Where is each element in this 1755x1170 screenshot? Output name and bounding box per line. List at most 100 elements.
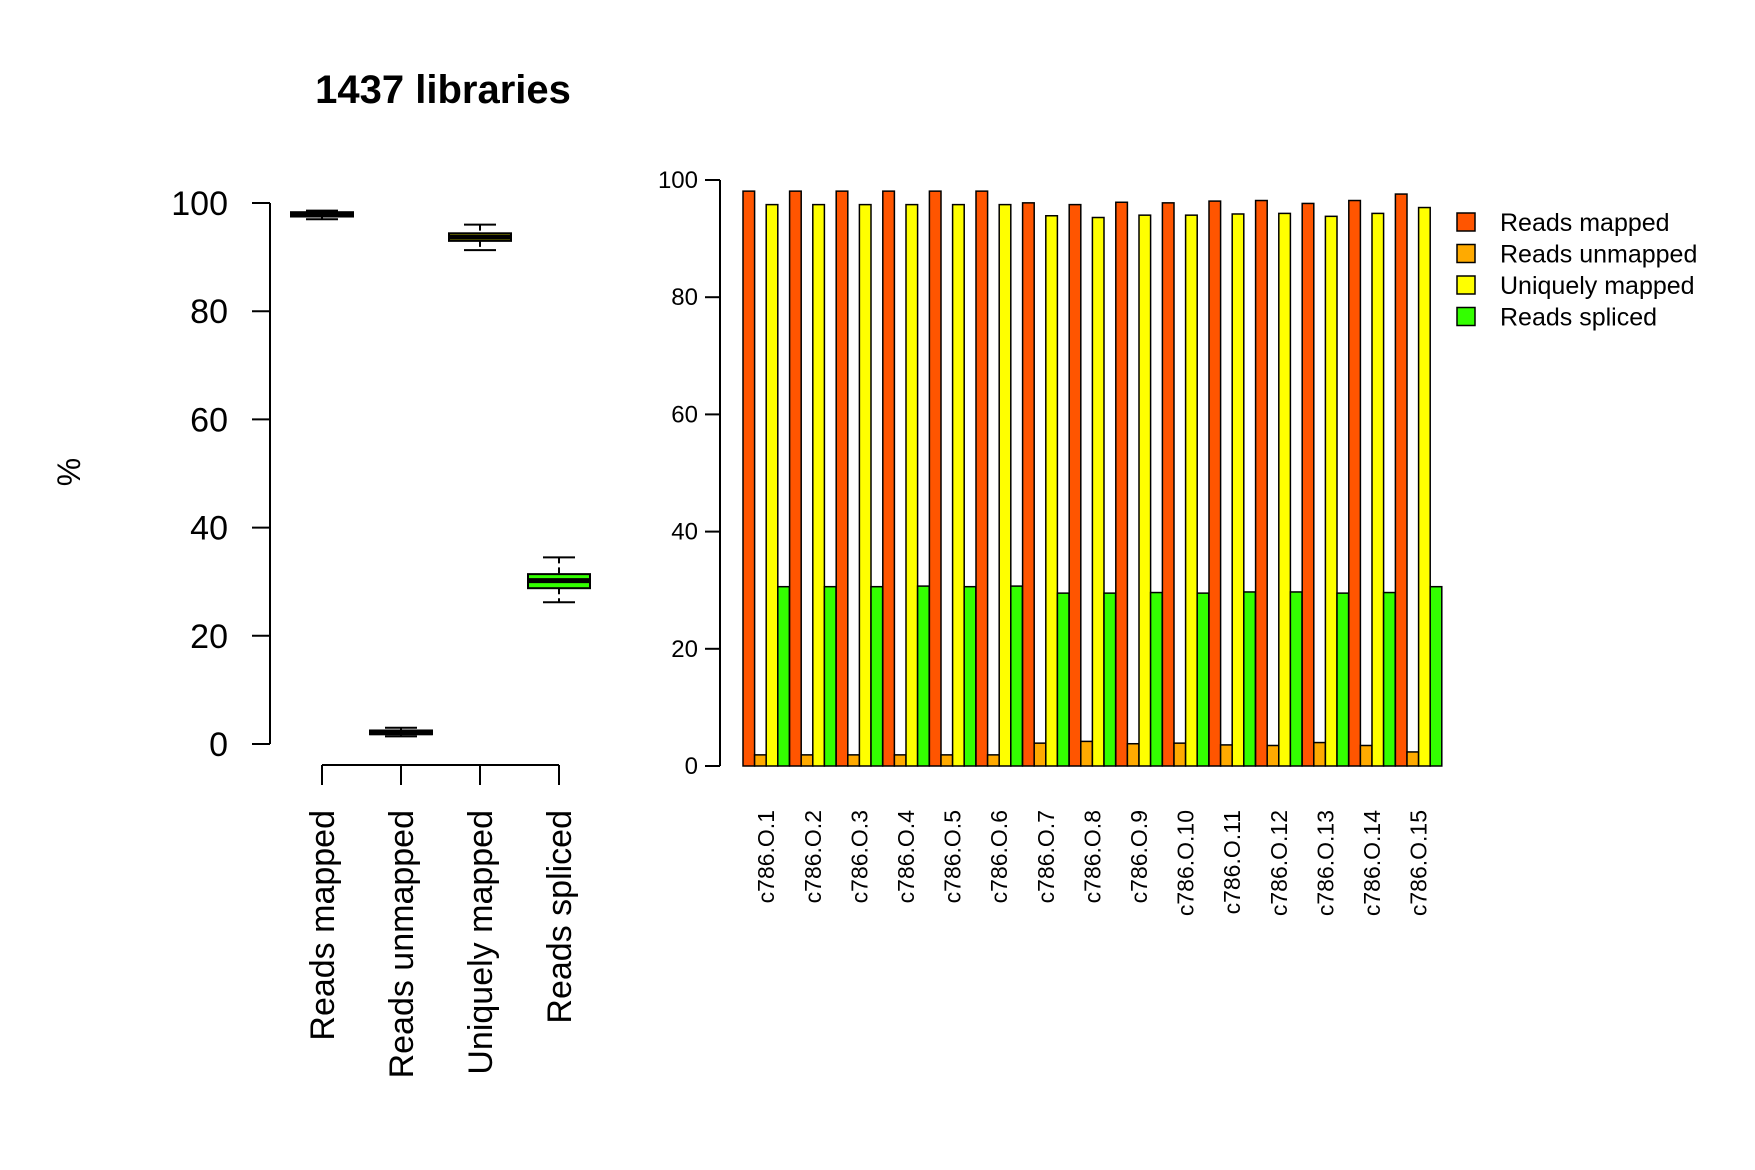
barchart-x-tick-label: c786.O.5 <box>940 810 966 903</box>
barchart-x-tick-label: c786.O.12 <box>1266 810 1292 916</box>
bar <box>1173 742 1187 767</box>
barchart-x-tick-label: c786.O.3 <box>846 810 872 903</box>
boxplot-y-tick-label: 0 <box>209 726 228 764</box>
bar <box>1219 744 1233 767</box>
boxplot-box <box>448 223 512 252</box>
bar <box>940 754 954 767</box>
bar <box>1417 206 1431 767</box>
legend-label: Reads spliced <box>1500 304 1657 332</box>
bar <box>1056 592 1070 767</box>
barchart-bars <box>742 190 1443 767</box>
bar <box>870 585 884 767</box>
bar <box>1091 216 1105 767</box>
bar <box>1231 213 1245 767</box>
bar <box>1278 212 1292 767</box>
boxplot-y-tick-label: 80 <box>190 293 228 331</box>
barchart-x-tick-label: c786.O.6 <box>986 810 1012 903</box>
bar <box>765 203 779 767</box>
bar <box>998 203 1012 767</box>
barchart-x-tick-label: c786.O.4 <box>893 810 919 904</box>
barchart-y-tick-label: 20 <box>671 636 698 663</box>
legend-swatch <box>1456 306 1476 327</box>
barchart-y-axis: 0 20 40 60 80 100 <box>658 167 721 780</box>
bar <box>788 190 802 767</box>
boxplot-box <box>369 726 433 738</box>
bar <box>1348 199 1362 767</box>
boxplot-x-tick-label: Reads unmapped <box>383 810 421 1078</box>
bar <box>1045 214 1059 767</box>
barchart-y-tick-label: 40 <box>671 519 698 546</box>
bar <box>1301 202 1315 767</box>
bar <box>928 190 942 767</box>
legend-label: Reads unmapped <box>1500 241 1697 269</box>
bar <box>1324 215 1338 767</box>
bar <box>1184 214 1198 767</box>
bar <box>742 190 756 767</box>
bar <box>823 585 837 767</box>
bar <box>916 585 930 767</box>
bar <box>1010 585 1024 767</box>
boxplot-x-axis: Reads mapped Reads unmapped Uniquely mappe… <box>304 764 579 1078</box>
boxplot-x-tick-label: Uniquely mapped <box>462 810 500 1075</box>
bar <box>1289 591 1303 767</box>
boxplot-y-axis: 0 20 40 60 80 100 <box>171 185 271 764</box>
bar <box>1266 744 1280 767</box>
bar <box>1394 193 1408 767</box>
bar <box>975 190 989 767</box>
boxplot-boxes <box>290 209 591 738</box>
bar <box>893 754 907 767</box>
boxplot-y-axis-label: % <box>51 458 87 486</box>
bar <box>1208 200 1222 767</box>
legend: Reads mapped Reads unmapped Uniquely mappe… <box>1456 209 1697 332</box>
bar <box>1429 585 1443 767</box>
barchart-x-tick-label: c786.O.2 <box>800 810 826 903</box>
boxplot-y-tick-label: 100 <box>171 185 228 223</box>
legend-item: Reads mapped <box>1456 209 1670 237</box>
bar <box>1243 591 1257 767</box>
bar <box>777 585 791 767</box>
boxplot-box <box>527 556 591 604</box>
barchart-x-tick-labels: c786.O.1 c786.O.2 c786.O.3 c786.O.4 c786.O.5… <box>753 810 1431 916</box>
bar <box>1021 202 1035 767</box>
bar <box>963 585 977 767</box>
bar <box>1115 201 1129 767</box>
boxplot-x-tick-label: Reads mapped <box>304 810 342 1041</box>
bar <box>1103 592 1117 767</box>
legend-item: Uniquely mapped <box>1456 272 1695 300</box>
bar <box>1161 202 1175 767</box>
boxplot-y-tick-label: 60 <box>190 401 228 439</box>
boxplot-box <box>290 209 354 221</box>
bar <box>1126 742 1140 767</box>
bar <box>753 754 767 767</box>
bar <box>858 203 872 767</box>
barchart-x-tick-label: c786.O.11 <box>1219 810 1245 914</box>
bar <box>835 190 849 767</box>
barchart-x-tick-label: c786.O.8 <box>1079 810 1105 903</box>
barchart-y-tick-label: 80 <box>671 284 698 311</box>
barchart-x-tick-label: c786.O.15 <box>1406 810 1432 916</box>
barchart-x-tick-label: c786.O.7 <box>1033 810 1059 903</box>
bar <box>1254 199 1268 767</box>
legend-swatch <box>1456 275 1476 295</box>
bar <box>1138 214 1152 767</box>
barchart-x-tick-label: c786.O.14 <box>1359 810 1385 916</box>
bar <box>1406 751 1420 767</box>
boxplot-y-tick-label: 40 <box>190 510 228 548</box>
legend-item: Reads spliced <box>1456 304 1657 332</box>
bar <box>1359 744 1373 767</box>
bar <box>1033 742 1047 767</box>
legend-label: Reads mapped <box>1500 209 1670 237</box>
barchart-x-tick-label: c786.O.13 <box>1312 810 1338 916</box>
boxplot-x-tick-label: Reads spliced <box>541 810 579 1024</box>
barchart-x-tick-label: c786.O.10 <box>1173 810 1199 916</box>
bar <box>905 203 919 767</box>
legend-item: Reads unmapped <box>1456 241 1697 269</box>
boxplot-y-tick-label: 20 <box>190 618 228 656</box>
barchart-x-tick-label: c786.O.9 <box>1126 810 1152 903</box>
boxplot-title: 1437 libraries <box>315 68 571 112</box>
boxplot-panel: 1437 libraries % 0 20 40 60 80 100 Reads mapp… <box>51 68 591 1078</box>
bar <box>882 190 896 767</box>
bar <box>812 203 826 767</box>
